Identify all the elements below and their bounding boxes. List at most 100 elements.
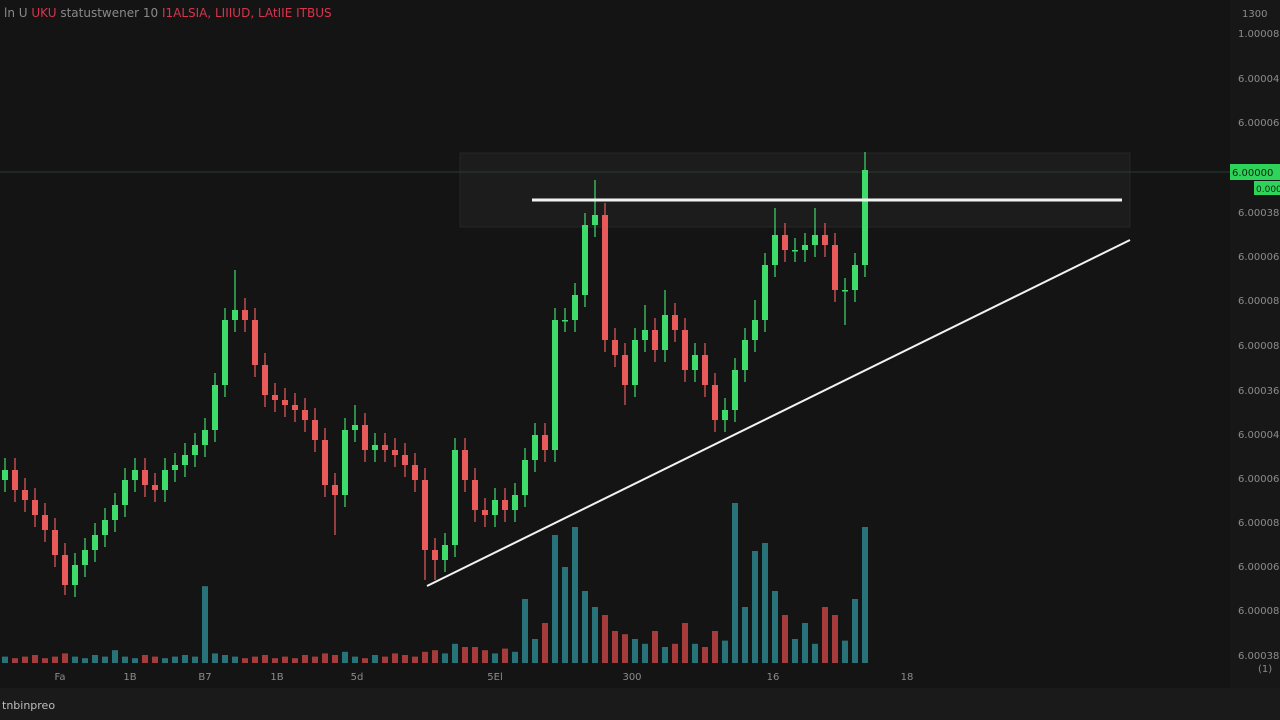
x-tick-label: 18 (901, 672, 914, 683)
volume-bar (822, 607, 828, 663)
candle-body (692, 355, 698, 370)
candle-body (442, 545, 448, 560)
volume-bar (862, 527, 868, 663)
candle-body (402, 455, 408, 465)
y-tick-label: 6.00036 (1238, 386, 1279, 397)
volume-bar (312, 656, 318, 663)
candle-body (262, 365, 268, 395)
candle-body (72, 565, 78, 585)
volume-bar (352, 656, 358, 663)
candle-body (632, 340, 638, 385)
candle-body (352, 425, 358, 430)
last-price-badge (1230, 164, 1280, 180)
volume-bar (722, 640, 728, 663)
candle-body (302, 410, 308, 420)
volume-bar (532, 639, 538, 663)
volume-bar (172, 656, 178, 663)
symbol-prefix: ln U (4, 6, 28, 20)
volume-bar (282, 656, 288, 663)
volume-bar (252, 656, 258, 663)
volume-bar (682, 623, 688, 663)
candle-body (142, 470, 148, 485)
candle-body (152, 485, 158, 490)
candle-body (522, 460, 528, 495)
y-tick-label: 1.00008 (1238, 29, 1279, 40)
volume-bar (402, 655, 408, 663)
volume-bar (12, 658, 18, 663)
candle-body (672, 315, 678, 330)
volume-bar (382, 656, 388, 663)
candle-body (272, 395, 278, 400)
candle-body (552, 320, 558, 450)
candle-body (842, 290, 848, 292)
candle-body (772, 235, 778, 265)
candlestick-chart[interactable]: 1.00008 6.00004 6.00006 6.00038 6.00006 6.000… (0, 0, 1280, 688)
candle-body (742, 340, 748, 370)
volume-bar (692, 643, 698, 663)
candle-body (102, 520, 108, 535)
volume-bar (592, 607, 598, 663)
candle-body (82, 550, 88, 565)
candle-body (822, 235, 828, 245)
candle-body (52, 530, 58, 555)
volume-bar (422, 651, 428, 663)
candle-body (702, 355, 708, 385)
candle-body (662, 315, 668, 350)
volume-bar (652, 631, 658, 663)
x-tick-label: 16 (767, 672, 780, 683)
volume-bar (342, 651, 348, 663)
volume-bar (122, 656, 128, 663)
x-tick-label: 1B (123, 672, 136, 683)
volume-bar (602, 615, 608, 663)
footer-label[interactable]: tnbinpreo (2, 699, 56, 712)
x-tick-label: Fa (55, 672, 66, 683)
y-tick-label: 6.00006 (1238, 474, 1279, 485)
x-tick-label: 300 (622, 672, 641, 683)
candle-body (502, 500, 508, 510)
volume-bar (102, 656, 108, 663)
interval-label[interactable]: statustwener 10 (60, 6, 159, 20)
volume-bar (672, 643, 678, 663)
candle-body (582, 225, 588, 295)
y-tick-label: 6.00008 (1238, 296, 1279, 307)
candle-body (812, 235, 818, 245)
candle-body (712, 385, 718, 420)
volume-bar (242, 658, 248, 663)
volume-bar (272, 658, 278, 663)
volume-bar (782, 615, 788, 663)
x-tick-label: 5d (351, 672, 364, 683)
volume-bar (132, 658, 138, 663)
volume-bar (612, 631, 618, 663)
volume-bar (732, 503, 738, 663)
x-tick-label: 5El (487, 672, 502, 683)
y-tick-label: 6.00008 (1238, 518, 1279, 529)
candle-body (862, 170, 868, 265)
symbol-name[interactable]: UKU (31, 6, 57, 20)
volume-bar (42, 658, 48, 663)
volume-bar (492, 653, 498, 663)
volume-bar (412, 656, 418, 663)
volume-bar (362, 658, 368, 663)
volume-bar (772, 591, 778, 663)
candle-body (42, 515, 48, 530)
volume-bar (842, 640, 848, 663)
y-tick-label: 6.00008 (1238, 606, 1279, 617)
y-tick-label: 6.00004 (1238, 74, 1279, 85)
candle-body (792, 250, 798, 252)
candle-body (122, 480, 128, 505)
volume-bar (852, 599, 858, 663)
candle-body (512, 495, 518, 510)
candle-body (2, 470, 8, 480)
volume-bar (622, 634, 628, 663)
last-price-sublabel: 0.000 (1256, 185, 1280, 195)
volume-bar (432, 650, 438, 663)
trend-line (426, 239, 1131, 587)
y-tick-label: 6.00038 (1238, 651, 1279, 662)
volume-bar (142, 655, 148, 663)
volume-bar (572, 527, 578, 663)
price-axis-panel[interactable] (1230, 0, 1280, 688)
candle-body (682, 330, 688, 370)
candle-body (332, 485, 338, 495)
candle-body (762, 265, 768, 320)
volume-bar (112, 650, 118, 663)
